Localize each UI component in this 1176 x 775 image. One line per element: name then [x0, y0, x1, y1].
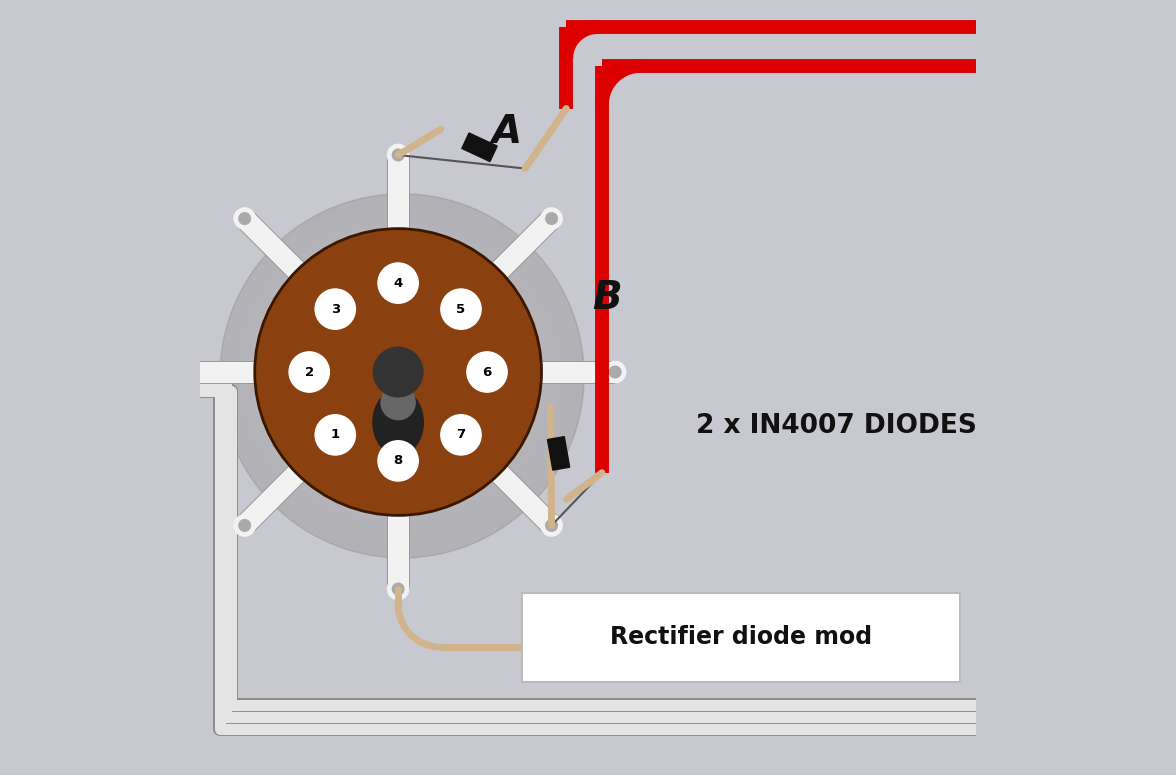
Circle shape	[387, 144, 409, 166]
Circle shape	[289, 352, 329, 392]
Circle shape	[441, 289, 481, 329]
Circle shape	[377, 263, 419, 303]
Text: 5: 5	[456, 303, 466, 315]
Circle shape	[220, 194, 584, 558]
Text: 8: 8	[394, 454, 402, 467]
Circle shape	[315, 289, 355, 329]
Text: 2: 2	[305, 366, 314, 378]
Circle shape	[171, 361, 192, 383]
Polygon shape	[537, 361, 615, 383]
Text: 6: 6	[482, 366, 492, 378]
Polygon shape	[489, 211, 560, 281]
Text: 1: 1	[330, 429, 340, 441]
Circle shape	[373, 347, 423, 397]
Text: Rectifier diode mod: Rectifier diode mod	[610, 625, 873, 649]
Circle shape	[234, 515, 255, 536]
Text: A: A	[492, 112, 522, 151]
Circle shape	[546, 213, 557, 225]
Text: B: B	[593, 279, 622, 318]
Circle shape	[175, 367, 187, 378]
Circle shape	[467, 352, 507, 392]
Polygon shape	[238, 463, 307, 533]
FancyBboxPatch shape	[522, 593, 960, 682]
Text: 7: 7	[456, 429, 466, 441]
Text: 2 x IN4007 DIODES: 2 x IN4007 DIODES	[695, 413, 976, 439]
Circle shape	[604, 361, 626, 383]
Circle shape	[393, 149, 403, 161]
Circle shape	[239, 519, 250, 531]
Text: 3: 3	[330, 303, 340, 315]
Circle shape	[609, 367, 621, 378]
Circle shape	[315, 415, 355, 455]
Circle shape	[546, 519, 557, 531]
Circle shape	[239, 213, 250, 225]
Ellipse shape	[373, 389, 423, 456]
Polygon shape	[387, 512, 409, 589]
Polygon shape	[462, 133, 497, 161]
Circle shape	[377, 441, 419, 481]
Circle shape	[234, 208, 255, 229]
Circle shape	[393, 583, 403, 595]
Circle shape	[255, 229, 541, 515]
Polygon shape	[181, 361, 259, 383]
Text: 4: 4	[394, 277, 402, 290]
Polygon shape	[238, 211, 307, 281]
Circle shape	[541, 515, 562, 536]
Circle shape	[387, 578, 409, 600]
Circle shape	[381, 385, 415, 420]
Circle shape	[541, 208, 562, 229]
Polygon shape	[548, 436, 569, 470]
Circle shape	[441, 415, 481, 455]
Polygon shape	[489, 463, 560, 533]
Polygon shape	[387, 155, 409, 232]
